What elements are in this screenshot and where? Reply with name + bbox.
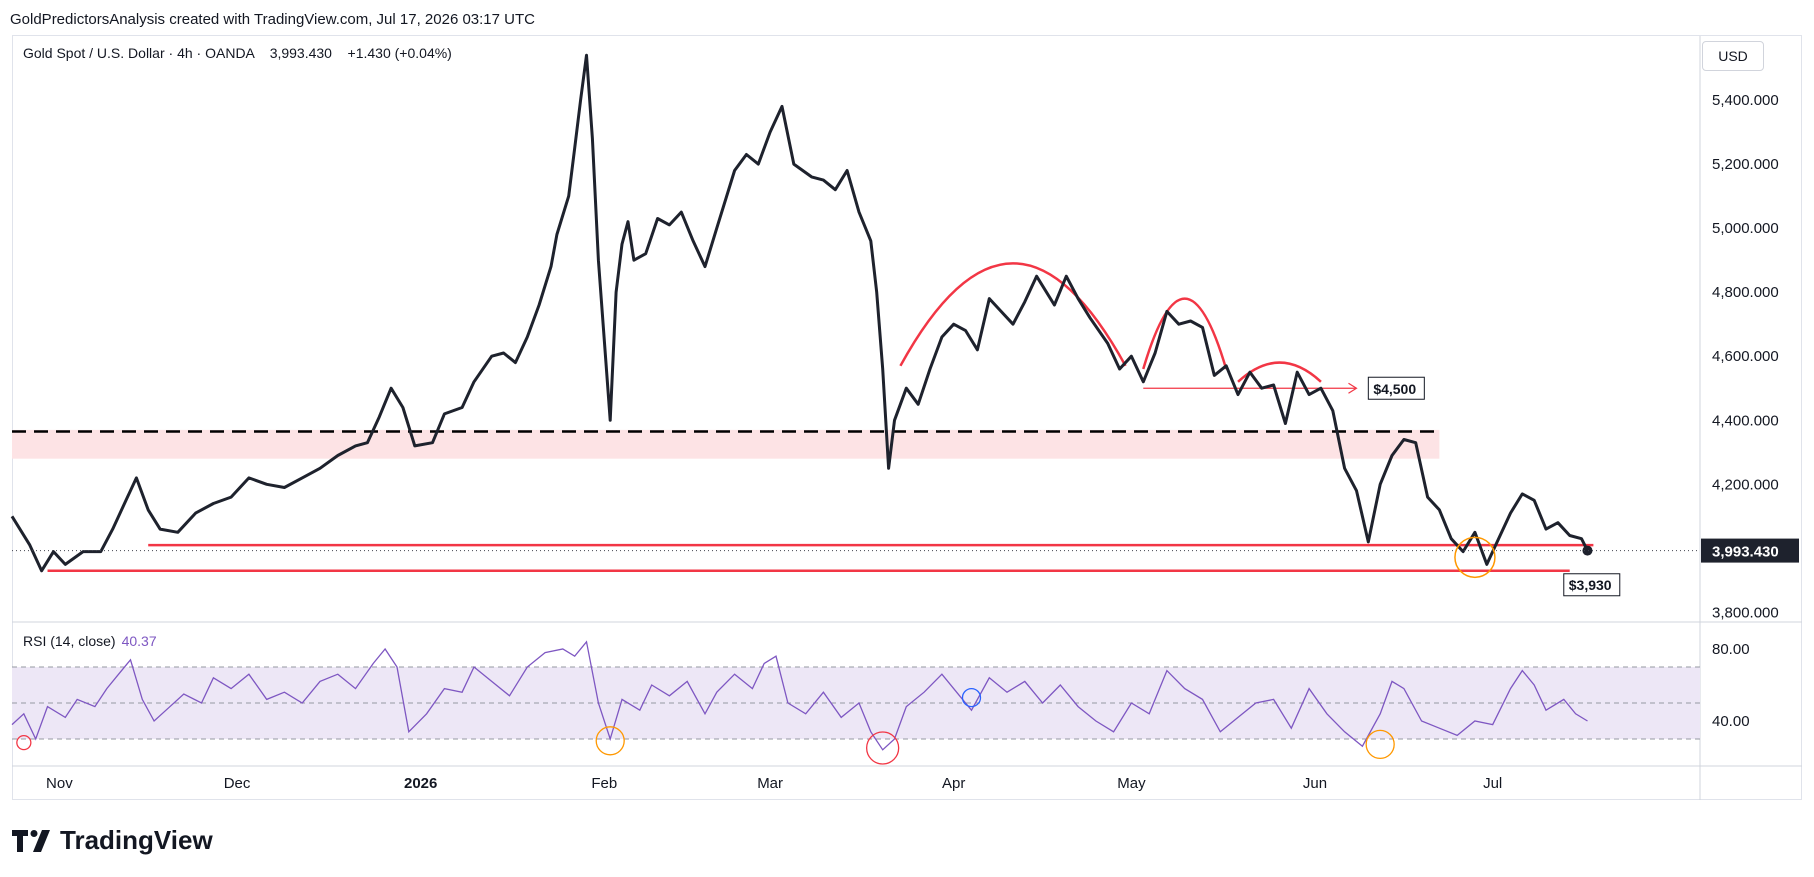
tradingview-brand[interactable]: TradingView — [12, 825, 213, 856]
price-tick-label: 5,000.000 — [1712, 220, 1779, 237]
rounding-top-arc-3 — [1237, 361, 1322, 383]
time-tick-label: Apr — [942, 775, 965, 792]
rsi-oversold-circle — [16, 734, 32, 751]
rounding-top-arc-1 — [899, 262, 1127, 367]
symbol-interval: 4h — [177, 45, 193, 61]
brand-name: TradingView — [60, 825, 213, 855]
rsi-value: 40.37 — [121, 633, 157, 649]
price-tick-label: 5,400.000 — [1712, 92, 1779, 109]
price-tick-label: 4,400.000 — [1712, 412, 1779, 429]
last-price-marker — [1582, 545, 1593, 556]
symbol-name: Gold Spot / U.S. Dollar — [23, 45, 165, 61]
target-price-label: $4,500 — [1373, 381, 1416, 397]
price-tick-label: 3,800.000 — [1712, 604, 1779, 621]
support-price-label: $3,930 — [1569, 577, 1612, 593]
time-tick-label: Dec — [224, 775, 251, 792]
symbol-last-price: 3,993.430 — [269, 45, 332, 61]
double-bottom-circle — [1454, 536, 1496, 579]
time-tick-label: Jun — [1303, 775, 1327, 792]
price-tick-label: 4,600.000 — [1712, 348, 1779, 365]
support-price-box — [1563, 573, 1621, 597]
chart-frame — [12, 35, 1802, 800]
rsi-oversold-circle — [595, 726, 625, 756]
last-price-badge — [1701, 538, 1799, 563]
currency-button[interactable]: USD — [1702, 41, 1764, 71]
rsi-title: RSI (14, close) — [23, 633, 116, 649]
target-price-box — [1367, 376, 1425, 400]
rsi-oversold-circle — [1365, 729, 1395, 760]
resistance-zone — [12, 429, 1440, 459]
tradingview-logo-icon — [12, 829, 50, 852]
price-tick-label: 5,200.000 — [1712, 156, 1779, 173]
price-tick-label: 4,200.000 — [1712, 476, 1779, 493]
rsi-oversold-circle — [866, 731, 900, 765]
target-arrow-head — [1348, 382, 1358, 394]
time-tick-label: 2026 — [404, 775, 437, 792]
rsi-tick-label: 80.00 — [1712, 641, 1750, 658]
rsi-line — [11, 640, 1588, 751]
rsi-tick-label: 40.00 — [1712, 713, 1750, 730]
time-tick-label: Jul — [1483, 775, 1502, 792]
symbol-change: +1.430 (+0.04%) — [347, 45, 452, 61]
last-price-badge-text: 3,993.430 — [1712, 544, 1779, 561]
time-tick-label: May — [1117, 775, 1146, 792]
chart-attribution: GoldPredictorsAnalysis created with Trad… — [10, 11, 535, 28]
symbol-legend[interactable]: Gold Spot / U.S. Dollar · 4h · OANDA 3,9… — [23, 45, 452, 61]
price-series-line — [10, 53, 1589, 573]
price-tick-label: 4,800.000 — [1712, 284, 1779, 301]
symbol-exchange: OANDA — [205, 45, 255, 61]
rounding-top-arc-2 — [1142, 297, 1228, 370]
rsi-oversold-circle — [961, 687, 982, 708]
time-tick-label: Mar — [757, 775, 783, 792]
rsi-legend[interactable]: RSI (14, close) 40.37 — [23, 633, 157, 649]
time-tick-label: Feb — [591, 775, 617, 792]
time-tick-label: Nov — [46, 775, 73, 792]
